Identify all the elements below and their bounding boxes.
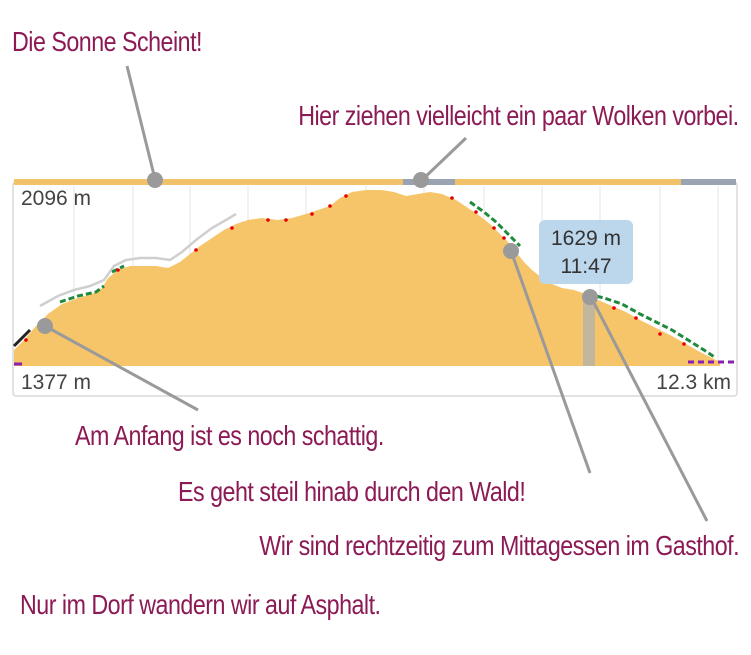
- cloud-bar: [403, 179, 455, 185]
- sun-bar: [14, 179, 403, 185]
- max-elevation-label: 2096 m: [21, 187, 92, 210]
- start-trail: [12, 328, 32, 348]
- selection-marker: [583, 296, 595, 366]
- distance-label: 12.3 km: [656, 371, 731, 394]
- steepness-marks: [24, 194, 686, 346]
- annotation-clouds: Hier ziehen vielleicht ein paar Wolken v…: [298, 100, 740, 131]
- annotation-sun: Die Sonne Scheint!: [12, 26, 203, 57]
- annotation-forest: Es geht steil hinab durch den Wald!: [178, 476, 526, 507]
- tooltip-elevation: 1629 m: [550, 227, 622, 250]
- shaded-trail: [39, 212, 237, 308]
- annotation-asphalt: Nur im Dorf wandern wir auf Asphalt.: [20, 589, 381, 620]
- tooltip-time: 11:47: [560, 255, 612, 278]
- forest-trail-descent: [469, 200, 717, 360]
- annotation-lunch: Wir sind rechtzeitig zum Mittagessen im …: [259, 530, 739, 561]
- min-elevation-label: 1377 m: [21, 371, 92, 394]
- pointer-dots: [37, 172, 598, 334]
- forest-trail-start: [59, 264, 125, 304]
- elevation-tooltip: 1629 m 11:47: [539, 220, 633, 284]
- sun-bar-2: [455, 179, 681, 185]
- annotation-shade: Am Anfang ist es noch schattig.: [75, 420, 384, 451]
- cloud-bar-2: [681, 179, 736, 185]
- elevation-area: [14, 190, 720, 366]
- pointer-lines: [44, 65, 709, 522]
